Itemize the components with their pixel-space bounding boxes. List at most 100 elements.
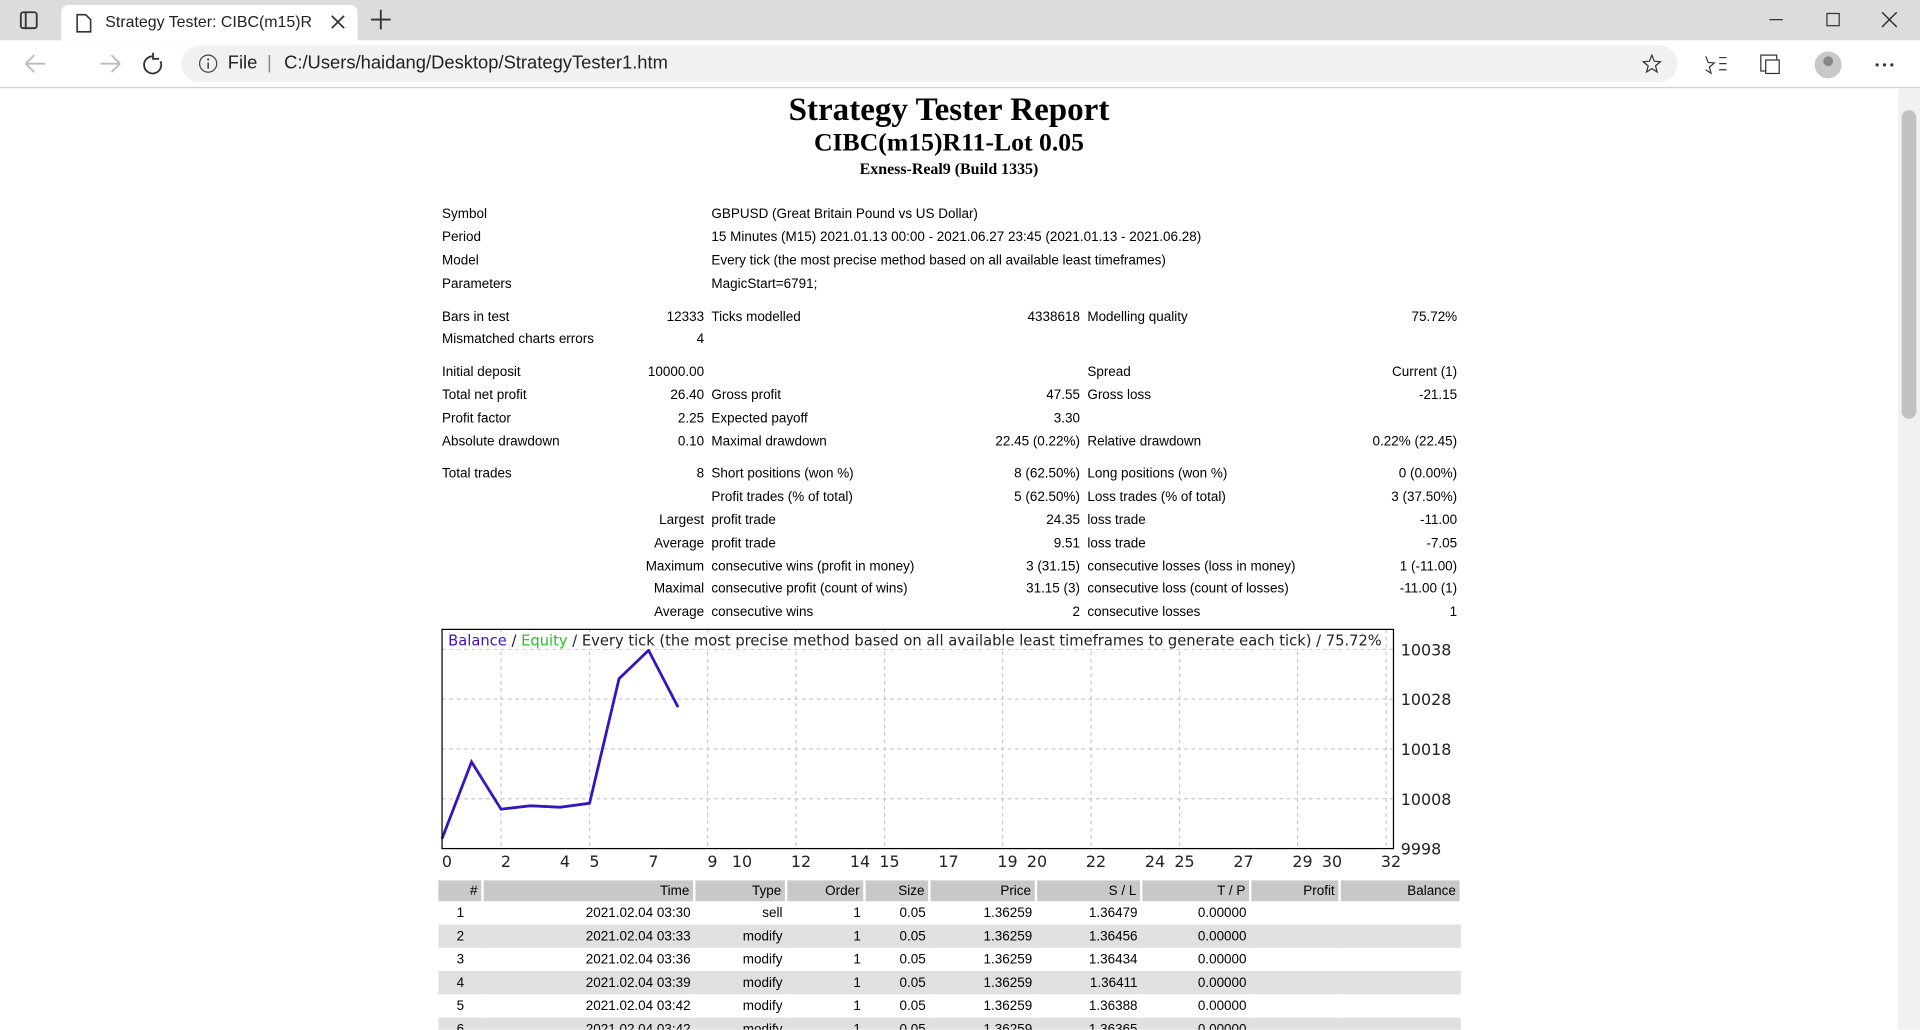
active-tab[interactable]: Strategy Tester: CIBC(m15)R11-Lo: [61, 4, 358, 41]
summary-cell: Symbol: [442, 207, 487, 223]
x-tick-label: 9: [707, 852, 717, 871]
trade-cell: [1250, 994, 1339, 1017]
x-tick-label: 10: [732, 852, 752, 871]
summary-cell: 8 (62.50%): [1014, 466, 1081, 482]
summary-cell: 2: [1072, 605, 1081, 620]
column-header: Type: [694, 880, 788, 902]
summary-cell: 15 Minutes (M15) 2021.01.13 00:00 - 2021…: [711, 230, 1202, 246]
summary-cell: [438, 532, 636, 555]
x-tick-label: 22: [1086, 852, 1106, 871]
summary-cell: Period: [442, 230, 481, 246]
summary-row: Model Every tick (the most precise method…: [438, 249, 1460, 272]
column-header: Order: [786, 880, 866, 902]
spacer: [438, 453, 1460, 463]
x-tick-label: 7: [648, 852, 658, 871]
summary-cell: [708, 328, 1461, 351]
summary-cell: Mismatched charts errors: [442, 332, 594, 347]
trade-cell: [1340, 948, 1461, 971]
summary-cell: -11.00 (1): [1399, 582, 1458, 597]
summary-cell: [637, 226, 708, 249]
summary-row: Mismatched charts errors 4: [438, 328, 1460, 351]
trade-cell: 1: [456, 905, 465, 921]
trade-cell: 1.36259: [929, 924, 1036, 948]
trade-cell: 1: [786, 971, 865, 995]
summary-cell: MagicStart=6791;: [711, 276, 818, 292]
trade-row: 5 2021.02.04 03:42 modify 1 0.05 1.36259 1.363…: [438, 994, 1460, 1017]
summary-cell: Average: [654, 536, 705, 551]
trade-row: 4 2021.02.04 03:39 modify 1 0.05 1.36259 1.364…: [438, 971, 1461, 995]
column-header: Balance: [1339, 880, 1463, 902]
trade-cell: 0.05: [899, 998, 926, 1014]
summary-cell: 9.51: [1053, 536, 1081, 551]
summary-cell: [438, 509, 636, 532]
summary-cell: 24.35: [1046, 513, 1081, 528]
summary-cell: Every tick (the most precise method base…: [711, 253, 1166, 269]
trade-cell: 1.36388: [1088, 998, 1138, 1014]
trade-cell: [1340, 994, 1461, 1017]
summary-cell: 2.25: [677, 411, 705, 426]
trade-cell: [1250, 924, 1340, 948]
summary-cell: Maximal drawdown: [711, 434, 827, 449]
x-tick-label: 32: [1381, 852, 1401, 871]
summary-row: Initial deposit 10000.00 Spread Current (1): [438, 361, 1460, 384]
trade-cell: 0.00000: [1197, 952, 1247, 967]
new-tab[interactable]: [370, 9, 392, 31]
chart-description: Every tick (the most precise method base…: [581, 631, 1382, 649]
y-tick-label: 10038: [1401, 640, 1452, 659]
summary-cell: Average: [654, 605, 705, 620]
summary-cell: 1: [1449, 605, 1458, 620]
trade-cell: 0.05: [899, 905, 926, 921]
tab-bar: Strategy Tester: CIBC(m15)R11-Lo: [0, 0, 1920, 41]
toolbar-icons[interactable]: [1702, 51, 1898, 79]
trade-cell: modify: [694, 1017, 787, 1030]
summary-cell: Maximum: [645, 559, 705, 574]
x-tick-label: 29: [1292, 852, 1312, 871]
summary-row: Largest profit trade 24.35 loss trade -11.00: [438, 509, 1460, 532]
trade-cell: 2021.02.04 03:33: [482, 924, 695, 948]
summary-cell: consecutive profit (count of wins): [711, 582, 908, 597]
trade-cell: 2021.02.04 03:42: [482, 1017, 695, 1030]
scroll-thumb[interactable]: [1901, 110, 1917, 419]
series-line: [440, 648, 680, 840]
x-tick-label: 17: [938, 852, 958, 871]
summary-cell: [1084, 407, 1334, 430]
summary-cell: [637, 203, 708, 226]
trade-cell: modify: [694, 971, 787, 995]
window-controls[interactable]: [1763, 10, 1910, 30]
summary-cell: 12333: [666, 309, 705, 324]
trade-cell: 5: [456, 998, 465, 1014]
scrollbar[interactable]: [1897, 88, 1920, 1030]
x-tick-label: 27: [1233, 852, 1253, 871]
summary-cell: 4: [696, 332, 705, 347]
trade-cell: [1250, 971, 1340, 995]
summary-cell: 0.22% (22.45): [1372, 434, 1458, 449]
trade-cell: 3: [456, 952, 465, 967]
close-tab[interactable]: [331, 15, 346, 30]
summary-row: Maximum consecutive wins (profit in money…: [438, 555, 1460, 578]
nav-buttons[interactable]: [22, 52, 169, 77]
trade-cell: [1339, 1017, 1461, 1030]
trade-cell: 1.36259: [929, 971, 1036, 995]
summary-cell: 75.72%: [1411, 309, 1458, 324]
trade-cell: 0.00000: [1197, 998, 1247, 1014]
trade-cell: 2: [438, 924, 483, 948]
url: C:/Users/haidang/Desktop/StrategyTester1…: [284, 52, 668, 74]
y-tick-label: 10028: [1401, 690, 1452, 709]
summary-cell: Maximal: [653, 582, 705, 597]
x-tick-label: 14: [850, 852, 870, 871]
summary-cell: 26.40: [670, 388, 705, 403]
favorite-add[interactable]: [1642, 53, 1664, 76]
x-tick-label: 15: [879, 852, 899, 871]
address-box[interactable]: File | C:/Users/haidang/Desktop/Strategy…: [181, 45, 1678, 83]
summary-cell: Largest: [659, 513, 705, 528]
trade-cell: [1250, 901, 1339, 924]
summary-row: Total trades 8 Short positions (won %) 8 (6…: [438, 463, 1460, 486]
summary-cell: GBPUSD (Great Britain Pound vs US Dollar…: [711, 207, 978, 223]
summary-cell: consecutive wins (profit in money): [711, 559, 915, 574]
trade-cell: 1: [786, 924, 865, 948]
summary-cell: -21.15: [1418, 388, 1458, 403]
summary-cell: [438, 486, 636, 509]
trade-cell: 0.05: [864, 924, 930, 948]
tab-actions-icon[interactable]: [18, 10, 40, 32]
